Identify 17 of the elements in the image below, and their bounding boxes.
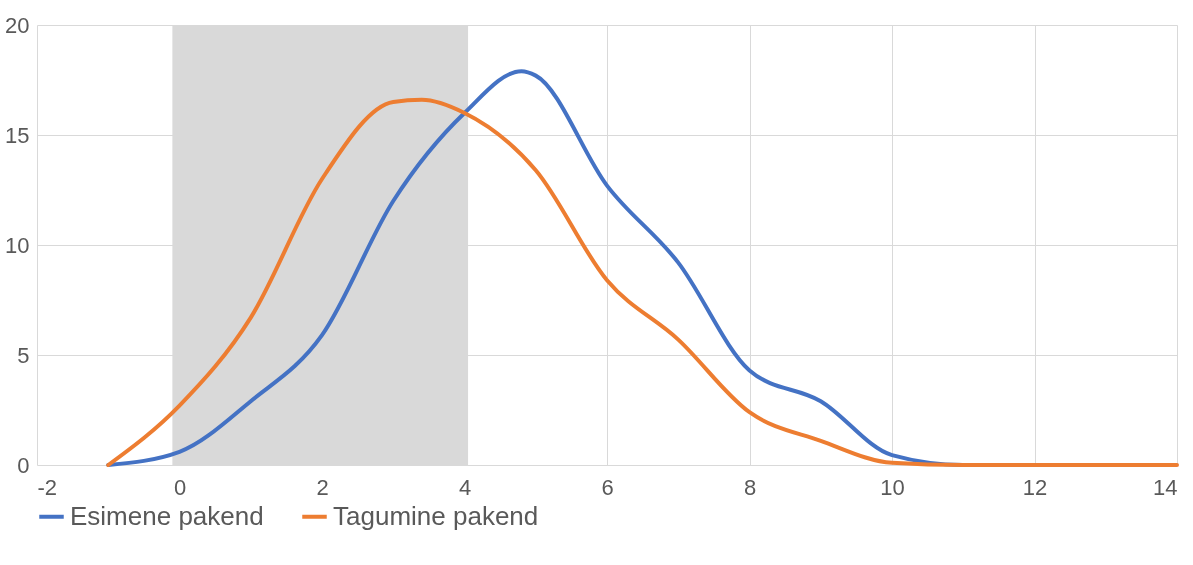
- x-tick-label: -2: [37, 474, 58, 500]
- line-series: [106, 97, 1179, 467]
- y-tick-label: 15: [5, 122, 30, 148]
- x-tick-label: 4: [458, 474, 472, 500]
- x-tick-label: 14: [1153, 474, 1178, 500]
- x-tick-label: 12: [1022, 474, 1048, 500]
- x-tick-label: 8: [743, 474, 757, 500]
- y-tick-label: 0: [17, 452, 30, 478]
- x-tick-label: 6: [601, 474, 614, 500]
- y-tick-label: 20: [5, 12, 30, 38]
- x-tick-label: 2: [316, 474, 329, 500]
- y-tick-label: 5: [17, 342, 30, 368]
- x-tick-label: 0: [173, 474, 187, 500]
- x-tick-label: 10: [880, 474, 905, 500]
- legend-label: Esimene pakend: [70, 500, 264, 531]
- y-tick-label: 10: [5, 232, 30, 258]
- legend-label: Tagumine pakend: [333, 500, 539, 531]
